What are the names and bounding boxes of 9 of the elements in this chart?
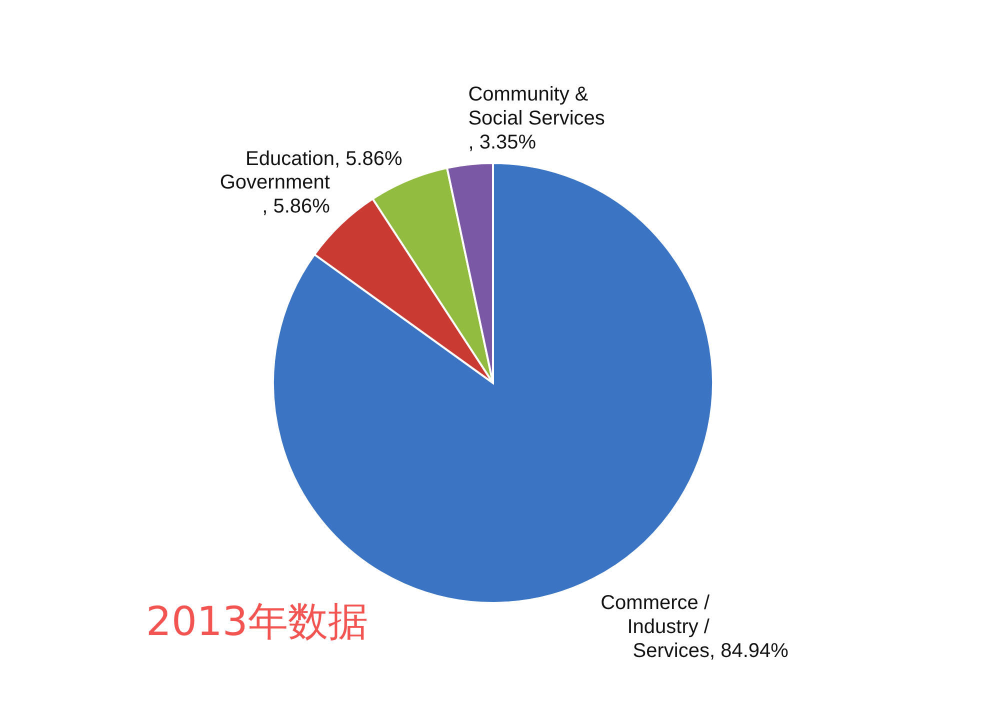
data-label: , 5.86%: [334, 148, 402, 170]
data-label: , 84.94%: [710, 640, 789, 662]
slice-label: Commerce / Industry / Services: [600, 592, 710, 662]
text: 2013年数据: [146, 598, 368, 647]
data-label: , 3.35%: [468, 131, 536, 154]
slice-label: Education: [245, 148, 334, 170]
slice-label: Community & Social Services: [468, 83, 605, 130]
slice-label: Government: [220, 171, 330, 194]
data-label: , 5.86%: [262, 195, 330, 218]
